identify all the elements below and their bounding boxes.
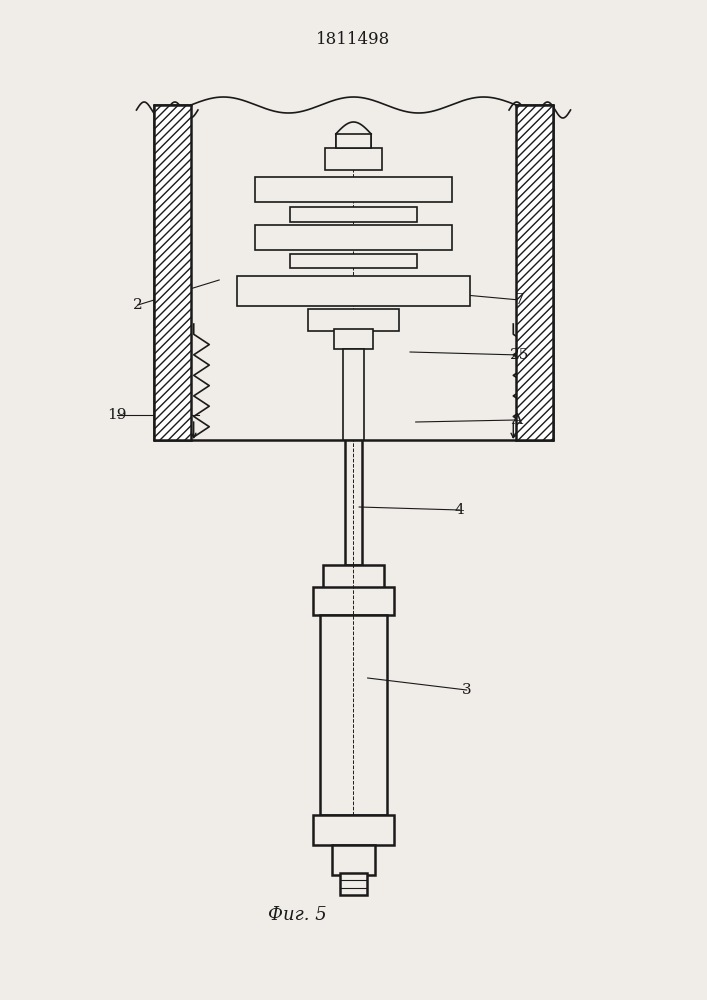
- Bar: [340, 873, 367, 895]
- Text: 19: 19: [107, 408, 127, 422]
- Bar: [336, 134, 371, 148]
- Bar: [516, 105, 553, 440]
- Text: A: A: [510, 413, 522, 427]
- Bar: [320, 615, 387, 815]
- Bar: [332, 845, 375, 875]
- Bar: [290, 254, 417, 268]
- Bar: [344, 440, 362, 565]
- Text: 25: 25: [510, 348, 530, 362]
- Text: 7: 7: [515, 293, 525, 307]
- Bar: [334, 329, 373, 349]
- Text: 2: 2: [133, 298, 143, 312]
- Bar: [255, 177, 452, 202]
- Bar: [325, 148, 382, 170]
- Text: 4: 4: [455, 503, 464, 517]
- Bar: [290, 207, 417, 222]
- Bar: [343, 349, 364, 440]
- Text: 1811498: 1811498: [316, 31, 391, 48]
- Bar: [324, 565, 383, 590]
- Text: Фиг. 5: Фиг. 5: [267, 906, 327, 924]
- Bar: [154, 105, 191, 440]
- Bar: [237, 276, 470, 306]
- Bar: [312, 815, 394, 845]
- Bar: [312, 587, 394, 615]
- Bar: [255, 225, 452, 250]
- Bar: [308, 309, 399, 331]
- Text: 3: 3: [462, 683, 472, 697]
